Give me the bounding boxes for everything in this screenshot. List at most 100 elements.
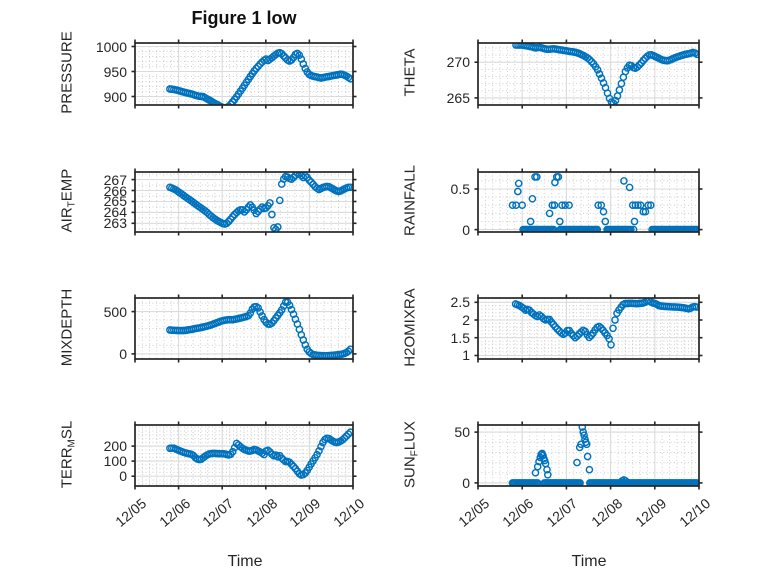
y-tick-label: 266 (103, 182, 127, 199)
y-tick-label: 50 (454, 424, 470, 441)
y-axis-label-mixdepth: MIXDEPTH (59, 257, 76, 397)
y-axis-label-text: SUN (401, 455, 419, 488)
data-point (621, 67, 630, 76)
data-point (246, 201, 255, 209)
x-tick-label: 12/09 (286, 495, 324, 530)
data-point (285, 301, 294, 310)
y-axis-label-text: TERR (58, 446, 76, 488)
plot-area-pressure (128, 36, 360, 117)
data-point (256, 308, 264, 316)
x-tick-label: 12/10 (676, 495, 714, 530)
y-axis-label-airtemp: AIRTEMP (58, 131, 78, 271)
data-point (611, 316, 619, 324)
data-point (692, 303, 700, 311)
data-point (240, 208, 249, 216)
y-tick-label: 100 (103, 453, 127, 470)
y-tick-label: 1 (462, 347, 470, 364)
data-point (305, 176, 314, 185)
data-point (518, 201, 527, 210)
data-point (301, 341, 310, 349)
data-point (644, 201, 653, 210)
plot-canvas (131, 421, 357, 490)
data-point (597, 201, 606, 210)
data-point (256, 60, 264, 68)
plot-area-mixdepth (128, 291, 360, 371)
data-point (587, 57, 596, 66)
y-axis-label-text: H2OMIXRA (401, 287, 419, 367)
plot-canvas (474, 39, 703, 109)
y-axis-label-terrmsl: TERRMSL (58, 384, 78, 524)
data-point (573, 332, 582, 340)
data-point (215, 101, 223, 106)
data-point (285, 458, 294, 467)
data-point (275, 196, 284, 205)
x-tick-label: 12/06 (155, 495, 193, 530)
data-point (244, 203, 253, 211)
y-axis-label-text: RAINFALL (401, 165, 419, 236)
data-point (270, 223, 278, 232)
y-axis-label-h2omixra: H2OMIXRA (402, 257, 419, 397)
y-axis-label-text: EMP (58, 168, 76, 202)
data-point (607, 340, 615, 349)
data-point (543, 465, 551, 474)
data-point (508, 201, 517, 210)
data-point (617, 79, 626, 88)
data-point (631, 201, 640, 210)
data-point (277, 306, 286, 314)
y-tick-label: 0 (462, 474, 470, 491)
y-tick-label: 270 (446, 54, 470, 71)
data-point (268, 210, 276, 219)
data-point (262, 204, 270, 212)
data-point (595, 322, 603, 331)
y-axis-label-text: PRESSURE (58, 31, 76, 114)
data-point (271, 451, 280, 459)
data-point (287, 175, 296, 184)
data-points (166, 428, 354, 479)
data-point (299, 60, 308, 68)
data-point (295, 51, 304, 60)
data-point (252, 209, 261, 218)
data-point (526, 217, 535, 226)
data-point (344, 347, 353, 356)
data-point (611, 96, 620, 105)
y-axis-label-text: THETA (401, 48, 419, 97)
data-point (583, 452, 592, 461)
y-axis-label-text: LUX (401, 420, 419, 450)
y-axis-label-subscript: M (66, 438, 78, 447)
plot-canvas (474, 168, 703, 236)
data-point (601, 217, 610, 226)
y-tick-label: 264 (103, 204, 127, 221)
data-point (585, 55, 594, 64)
plot-area-sunflux (471, 418, 706, 498)
y-tick-label: 1.5 (450, 329, 470, 346)
data-point (646, 201, 655, 210)
data-points (508, 424, 700, 487)
data-point (224, 102, 233, 106)
data-point (543, 470, 552, 479)
y-axis-label-text: SL (58, 420, 76, 439)
data-point (528, 194, 537, 203)
data-point (634, 201, 642, 210)
plot-canvas (474, 294, 703, 363)
data-point (595, 70, 604, 78)
y-tick-label: 0 (119, 468, 127, 485)
data-points (166, 171, 354, 233)
data-point (593, 225, 602, 233)
data-point (550, 201, 559, 210)
data-point (532, 173, 541, 181)
data-point (615, 86, 624, 94)
y-tick-label: 1000 (95, 38, 127, 55)
plot-canvas (131, 294, 357, 363)
x-tick-label: 12/08 (242, 495, 281, 530)
data-point (558, 201, 566, 210)
y-tick-label: 263 (103, 215, 127, 232)
y-tick-label: 0 (119, 345, 127, 362)
y-axis-label-pressure: PRESSURE (59, 3, 76, 143)
data-point (693, 225, 700, 233)
figure-title: Figure 1 low (191, 8, 297, 28)
data-point (222, 219, 231, 228)
data-point (252, 64, 261, 73)
data-point (273, 223, 282, 231)
y-axis-label-sunflux: SUNFLUX (401, 384, 421, 524)
data-point (513, 187, 522, 196)
